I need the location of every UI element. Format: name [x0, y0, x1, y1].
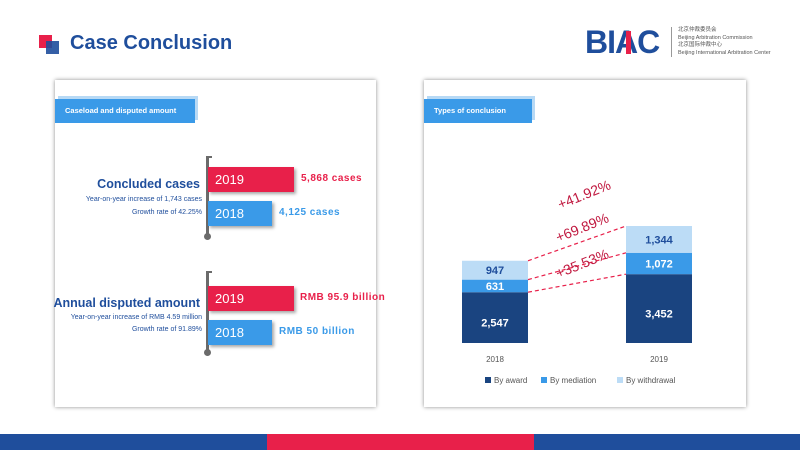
- legend-swatch: [541, 377, 547, 383]
- timeline-axis: [206, 272, 209, 353]
- bar-segment-2018-1: [462, 279, 528, 293]
- bar-segment-2018-0: [462, 292, 528, 343]
- biac-logo: BIAC: [585, 25, 665, 58]
- bar-segment-2019-1: [626, 252, 692, 275]
- data-label: 2,547: [481, 318, 509, 330]
- bar-segment-2019-0: [626, 274, 692, 343]
- title-decor-square-blue: [46, 41, 59, 54]
- footer-band-right: [534, 434, 800, 450]
- conclusion-types-chart: 2,547 631 947 2018 3,452 1,072 1,344 2019 +41.92…: [462, 177, 692, 385]
- caseload-panel: [55, 80, 376, 407]
- disputed-amount-label: Annual disputed amount: [53, 296, 200, 310]
- footer-band-mid: [267, 434, 534, 450]
- concluded-growth-text: Growth rate of 42.25%: [131, 209, 202, 216]
- timeline-tick: [206, 271, 212, 273]
- disputed-2019-value: RMB 95.9 billion: [300, 292, 386, 303]
- growth-connector: [527, 273, 627, 293]
- bar-segment-2018-2: [462, 260, 528, 280]
- org-line: Beijing Arbitration Commission: [678, 34, 753, 41]
- data-label: 631: [486, 281, 504, 293]
- logo-divider: [671, 27, 672, 57]
- disputed-2018-bar: 2018: [208, 320, 272, 345]
- disputed-2018-value: RMB 50 billion: [279, 326, 355, 337]
- legend-swatch: [485, 377, 491, 383]
- disputed-increase-text: Year-on-year increase of RMB 4.59 millio…: [70, 314, 202, 321]
- growth-label: +69.89%: [553, 210, 611, 246]
- legend-label: By withdrawal: [626, 376, 676, 385]
- org-name: 北京仲裁委员会 Beijing Arbitration Commission 北…: [678, 27, 771, 57]
- logo-red-bar: [626, 31, 631, 54]
- concluded-2018-value: 4,125 cases: [279, 207, 341, 218]
- org-line: Beijing International Arbitration Center: [678, 49, 771, 56]
- timeline-end-dot: [204, 233, 211, 240]
- growth-connector: [527, 252, 627, 281]
- bar-segment-2019-2: [626, 226, 692, 253]
- conclusion-types-tag: Types of conclusion: [424, 99, 532, 123]
- x-tick-label: 2018: [486, 355, 504, 364]
- concluded-2018-bar: 2018: [208, 201, 272, 226]
- conclusion-types-panel: [424, 80, 746, 407]
- concluded-2019-bar: 2019: [208, 167, 294, 192]
- data-label: 1,072: [645, 258, 673, 270]
- footer-band-left: [0, 434, 267, 450]
- timeline-end-dot: [204, 349, 211, 356]
- logo-wordmark: BIAC: [585, 25, 660, 58]
- timeline-tick: [206, 156, 212, 158]
- growth-label: +35.53%: [553, 246, 611, 282]
- data-label: 1,344: [645, 234, 673, 246]
- data-label: 947: [486, 265, 504, 277]
- caseload-tag: Caseload and disputed amount: [55, 99, 195, 123]
- concluded-increase-text: Year-on-year increase of 1,743 cases: [85, 196, 202, 203]
- legend-label: By mediation: [550, 376, 596, 385]
- legend-swatch: [617, 377, 623, 383]
- concluded-cases-label: Concluded cases: [97, 177, 200, 191]
- legend-label: By award: [494, 376, 527, 385]
- org-line: 北京仲裁委员会: [678, 27, 717, 33]
- timeline-axis: [206, 157, 209, 237]
- disputed-growth-text: Growth rate of 91.89%: [131, 326, 202, 333]
- data-label: 3,452: [645, 309, 673, 321]
- disputed-2019-bar: 2019: [208, 286, 294, 311]
- org-line: 北京国际仲裁中心: [678, 42, 723, 48]
- growth-label: +41.92%: [555, 177, 613, 213]
- x-tick-label: 2019: [650, 355, 668, 364]
- growth-connector: [527, 225, 627, 262]
- page-title: Case Conclusion: [70, 32, 233, 54]
- concluded-2019-value: 5,868 cases: [301, 173, 363, 184]
